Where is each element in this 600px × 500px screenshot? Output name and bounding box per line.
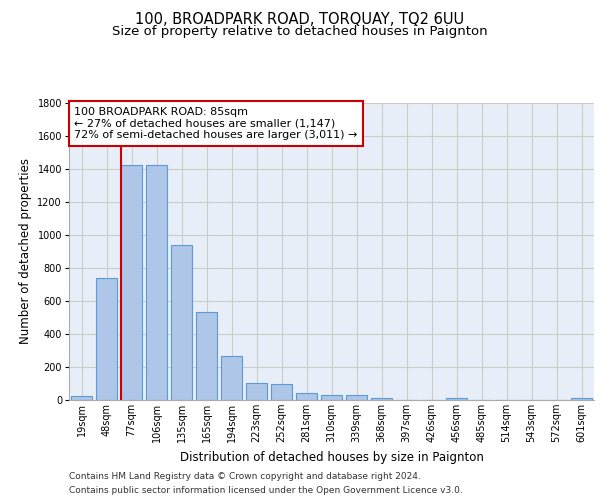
Bar <box>221 356 242 400</box>
Bar <box>146 166 167 400</box>
Y-axis label: Number of detached properties: Number of detached properties <box>19 158 32 344</box>
Bar <box>296 394 317 400</box>
Bar <box>571 398 592 400</box>
Bar <box>321 396 342 400</box>
Bar <box>371 398 392 400</box>
Text: Size of property relative to detached houses in Paignton: Size of property relative to detached ho… <box>112 25 488 38</box>
Text: 100 BROADPARK ROAD: 85sqm
← 27% of detached houses are smaller (1,147)
72% of se: 100 BROADPARK ROAD: 85sqm ← 27% of detac… <box>74 107 358 140</box>
Text: Contains public sector information licensed under the Open Government Licence v3: Contains public sector information licen… <box>69 486 463 495</box>
Bar <box>246 382 267 400</box>
Bar <box>271 384 292 400</box>
Bar <box>446 398 467 400</box>
Bar <box>121 166 142 400</box>
Bar <box>71 396 92 400</box>
Bar <box>171 244 192 400</box>
Text: Contains HM Land Registry data © Crown copyright and database right 2024.: Contains HM Land Registry data © Crown c… <box>69 472 421 481</box>
Bar <box>96 278 117 400</box>
Text: 100, BROADPARK ROAD, TORQUAY, TQ2 6UU: 100, BROADPARK ROAD, TORQUAY, TQ2 6UU <box>136 12 464 28</box>
X-axis label: Distribution of detached houses by size in Paignton: Distribution of detached houses by size … <box>179 450 484 464</box>
Bar <box>196 312 217 400</box>
Bar <box>346 396 367 400</box>
